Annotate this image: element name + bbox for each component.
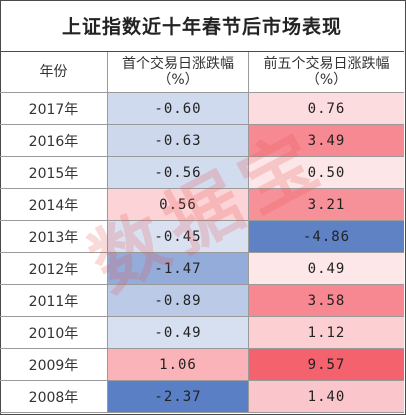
year-cell: 2010年 <box>0 317 108 349</box>
year-cell: 2011年 <box>0 285 108 317</box>
first-day-change-cell: 1.06 <box>108 349 249 381</box>
year-cell: 2008年 <box>0 381 108 413</box>
first-day-change-cell: -2.37 <box>108 381 249 413</box>
first-five-days-change-cell: 9.57 <box>249 349 404 381</box>
table-row: 2010年 -0.49 1.12 <box>0 317 404 349</box>
year-cell: 2014年 <box>0 189 108 221</box>
year-cell: 2015年 <box>0 157 108 189</box>
header-first-day-label: 首个交易日涨跌幅 <box>122 56 234 72</box>
first-five-days-change-cell: 0.49 <box>249 253 404 285</box>
header-first-day-unit: （%） <box>157 72 199 88</box>
header-first-five-label: 前五个交易日涨跌幅 <box>263 56 390 72</box>
first-five-days-change-cell: 0.76 <box>249 93 404 125</box>
year-cell: 2012年 <box>0 253 108 285</box>
table-row: 2014年 0.56 3.21 <box>0 189 404 221</box>
first-five-days-change-cell: 1.40 <box>249 381 404 413</box>
first-day-change-cell: -0.60 <box>108 93 249 125</box>
header-first-five-days: 前五个交易日涨跌幅 （%） <box>249 52 404 93</box>
header-first-five-unit: （%） <box>305 72 348 88</box>
table-title: 上证指数近十年春节后市场表现 <box>0 0 404 52</box>
first-day-change-cell: -0.56 <box>108 157 249 189</box>
header-year-label: 年份 <box>39 64 68 80</box>
first-day-change-cell: 0.56 <box>108 189 249 221</box>
table-row: 2017年 -0.60 0.76 <box>0 93 404 125</box>
first-five-days-change-cell: -4.86 <box>249 221 404 253</box>
year-cell: 2009年 <box>0 349 108 381</box>
first-five-days-change-cell: 1.12 <box>249 317 404 349</box>
first-day-change-cell: -0.45 <box>108 221 249 253</box>
first-day-change-cell: -0.89 <box>108 285 249 317</box>
table-row: 2009年 1.06 9.57 <box>0 349 404 381</box>
header-row: 年份 首个交易日涨跌幅 （%） 前五个交易日涨跌幅 （%） <box>0 52 404 93</box>
table-row: 2012年 -1.47 0.49 <box>0 253 404 285</box>
first-five-days-change-cell: 0.50 <box>249 157 404 189</box>
table-row: 2015年 -0.56 0.50 <box>0 157 404 189</box>
header-first-day: 首个交易日涨跌幅 （%） <box>108 52 249 93</box>
data-table: 年份 首个交易日涨跌幅 （%） 前五个交易日涨跌幅 （%） 2017年 -0.60… <box>0 52 404 413</box>
first-day-change-cell: -0.63 <box>108 125 249 157</box>
table-row: 2013年 -0.45 -4.86 <box>0 221 404 253</box>
first-five-days-change-cell: 3.58 <box>249 285 404 317</box>
first-five-days-change-cell: 3.21 <box>249 189 404 221</box>
table-row: 2008年 -2.37 1.40 <box>0 381 404 413</box>
first-day-change-cell: -0.49 <box>108 317 249 349</box>
year-cell: 2013年 <box>0 221 108 253</box>
first-five-days-change-cell: 3.49 <box>249 125 404 157</box>
year-cell: 2016年 <box>0 125 108 157</box>
year-cell: 2017年 <box>0 93 108 125</box>
header-year: 年份 <box>0 52 108 93</box>
table-row: 2016年 -0.63 3.49 <box>0 125 404 157</box>
table-row: 2011年 -0.89 3.58 <box>0 285 404 317</box>
first-day-change-cell: -1.47 <box>108 253 249 285</box>
